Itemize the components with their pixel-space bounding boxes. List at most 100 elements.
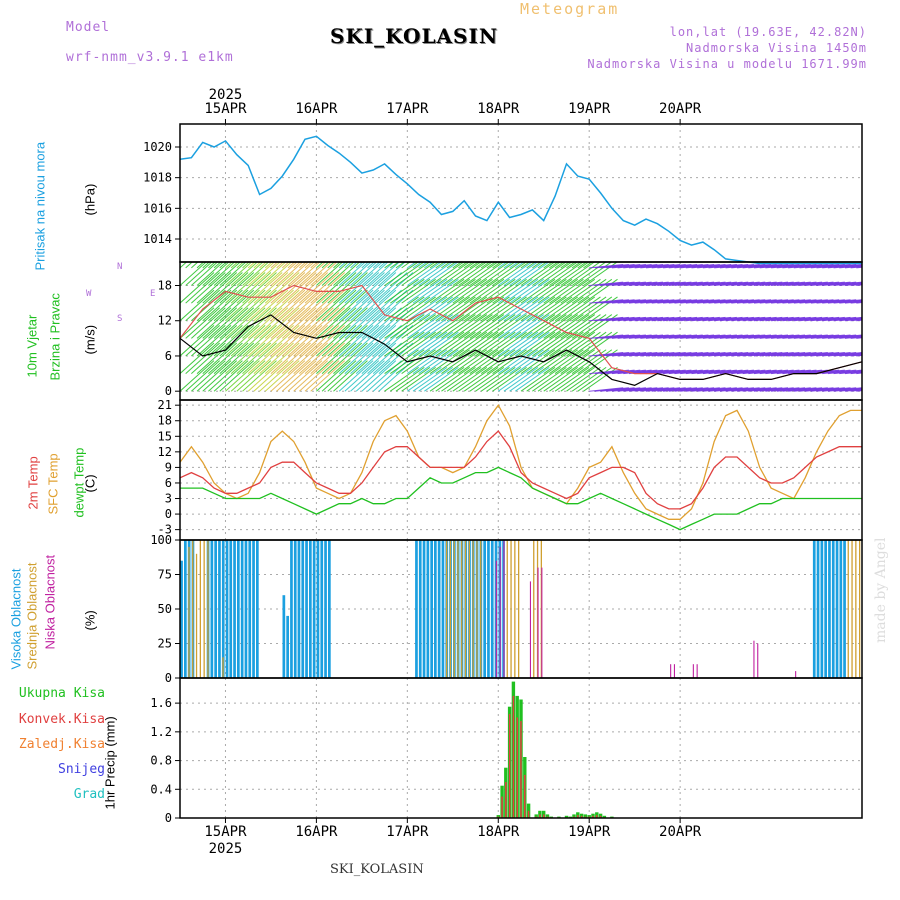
wind-barb [788,352,823,357]
wind-barb [242,360,277,392]
wind-barb [748,334,783,339]
wind-barb [384,331,419,357]
wind-barb [617,263,652,269]
wind-barb [185,262,193,269]
wind-barb [503,314,539,339]
wind-barb [805,316,840,322]
wind-barb [230,360,266,392]
wind-barb [316,307,351,339]
wind-barb [617,299,652,304]
wind-barb [316,289,351,322]
wind-barb [367,262,375,269]
wind-barb [230,272,266,304]
wind-barb [537,278,573,304]
wind-barb [452,262,463,269]
wind-barb [742,387,777,392]
wind-barb [816,334,851,339]
wind-barb [702,316,737,322]
wind-barb [509,262,544,286]
wind-barb [606,316,641,322]
wind-barb [680,352,715,357]
wind-barb [725,334,760,339]
wind-barb [299,307,334,339]
wind-barb [196,360,232,392]
precip-convective-bar [501,796,503,818]
wind-barb [458,314,493,339]
wind-barb [310,289,346,322]
cloud-high-bar [820,540,824,678]
wind-barb [418,366,453,392]
wind-barb [230,342,266,374]
wind-barb [657,316,692,322]
cloud-high-bar [828,540,831,678]
wind-barb [281,342,317,374]
wind-barb [424,331,459,357]
wind-barb [554,296,590,322]
wind-barb [196,262,205,269]
wind-barb [850,266,862,269]
wind-barb [731,316,766,322]
wind-barb [816,263,851,269]
wind-barb [748,299,783,304]
wind-barb [463,349,499,374]
wind-barb [543,262,579,286]
ytick-label: 50 [158,602,172,616]
wind-barb [714,369,749,375]
wind-barb [338,307,374,339]
cloud-high-bar [229,540,233,678]
wind-barb [543,349,579,374]
wind-barb [668,387,703,392]
bottom-year-label: 2025 [209,841,243,857]
wind-barb [401,349,436,374]
wind-barb [225,272,260,304]
wind-barb [634,334,669,339]
wind-barb [389,331,425,357]
wind-barb [333,324,368,357]
wind-barb [208,289,243,322]
wind-barb [242,307,277,339]
wind-barb [492,331,527,357]
wind-barb [822,352,857,357]
wind-barb [219,262,247,286]
wind-barb [412,262,423,269]
wind-barb [765,369,800,375]
cloud-high-bar [214,540,217,678]
wind-barb [458,278,493,304]
wind-barb [645,299,681,304]
wind-barb [759,334,794,339]
wind-barb [685,316,720,322]
model-name: wrf-nmm_v3.9.1 e1km [66,50,234,65]
wind-barb [236,272,272,304]
wind-barb [196,307,232,339]
ytick-label: 0 [165,671,172,685]
wind-barb [634,316,669,322]
wind-barb [367,262,395,286]
wind-barb [839,335,862,339]
wind-barb [748,369,783,375]
precip-convective-bar [512,695,515,818]
wind-barb [225,360,260,392]
wind-barb [452,314,488,339]
altitude-label: Nadmorska Visina 1450m [686,41,867,55]
wind-barb [526,262,561,286]
wind-barb [691,352,726,357]
cloud-high-bar [305,540,308,678]
cloud-high-bar [490,540,494,678]
wind-barb [793,334,828,339]
wind-barb [566,349,601,374]
wind-barb [463,366,499,392]
wind-barb [503,262,539,286]
wind-barb [458,331,493,357]
wind-barb [327,324,363,357]
wind-barb [230,262,258,286]
cloud-low-bar [795,671,797,678]
wind-barb [776,369,811,375]
wind-barb [850,336,862,339]
wind-barb [372,262,381,269]
wind-barb [725,387,760,392]
wind-barb [395,278,431,304]
wind-barb [810,299,845,304]
wind-barb [429,278,465,304]
wind-barb [822,369,857,375]
wind-barb [486,349,522,374]
